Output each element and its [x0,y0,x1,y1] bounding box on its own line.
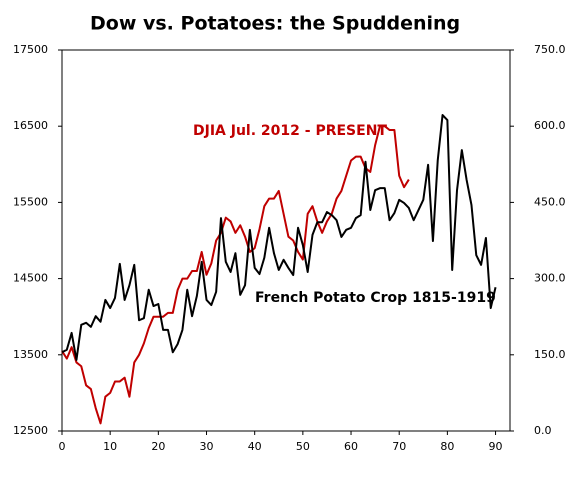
x-tick-label: 60 [344,440,358,453]
y-tick-label: 15500 [13,195,48,208]
x-tick-label: 70 [392,440,406,453]
x-tick-label: 40 [248,440,262,453]
y2-tick-label: 150.0 [534,348,566,361]
x-tick-label: 0 [59,440,66,453]
annotation: French Potato Crop 1815-1919 [255,290,496,306]
x-tick-label: 20 [151,440,165,453]
y2-tick-label: 600.0 [534,119,566,132]
y-tick-label: 13500 [13,348,48,361]
y2-tick-label: 300.0 [534,272,566,285]
plot-frame [61,49,511,432]
x-tick-label: 50 [296,440,310,453]
y-tick-label: 12500 [13,424,48,437]
annotation: DJIA Jul. 2012 - PRESENT [193,123,387,139]
y2-tick-label: 450.0 [534,195,566,208]
x-tick-label: 90 [489,440,503,453]
x-tick-label: 30 [200,440,214,453]
chart-title: Dow vs. Potatoes: the Spuddening [90,13,460,35]
y2-tick-label: 750.0 [534,43,566,56]
y-tick-label: 16500 [13,119,48,132]
x-tick-label: 80 [440,440,454,453]
y-tick-label: 17500 [13,43,48,56]
series-line [61,125,410,425]
x-tick-label: 10 [103,440,117,453]
y-tick-label: 14500 [13,272,48,285]
series-line [61,114,497,361]
y2-tick-label: 0.0 [534,424,552,437]
